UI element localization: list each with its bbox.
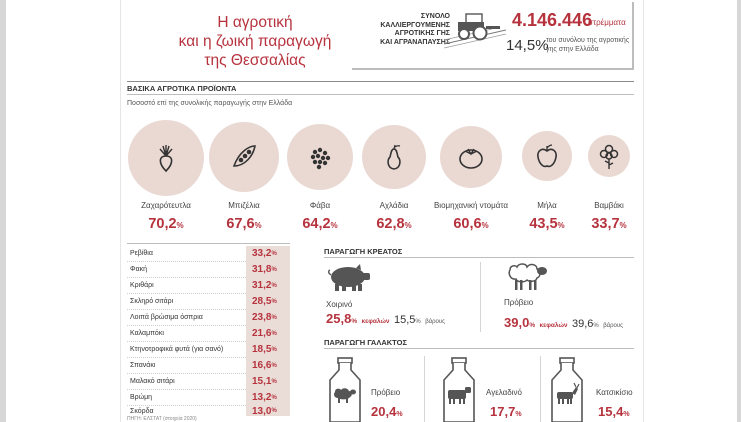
land-share-note: του συνόλου της αγροτικής γης στην Ελλάδ… [546, 37, 630, 53]
table-row: Κριθάρι 31,2% [127, 277, 290, 294]
product-circle [588, 135, 630, 177]
divider [540, 356, 541, 422]
product-label: Αχλάδια [379, 201, 409, 210]
table-top-rule [127, 243, 290, 244]
basic-products-heading: ΒΑΣΙΚΑ ΑΓΡΟΤΙΚΑ ΠΡΟΪΟΝΤΑ [127, 84, 237, 93]
product-value: 43,5% [529, 216, 565, 232]
cultivated-land-label: ΣΥΝΟΛΟ ΚΑΛΛΙΕΡΓΟΥΜΕΝΗΣ ΑΓΡΟΤΙΚΗΣ ΓΗΣ ΚΑΙ… [380, 13, 450, 46]
product-circle [209, 122, 279, 192]
table-row: Σπανάκι 16,6% [127, 357, 290, 374]
pig-icon [327, 264, 370, 291]
milk-label: Πρόβειο [371, 388, 401, 397]
land-share-value: 14,5% [506, 37, 549, 54]
product-circle [522, 131, 572, 181]
meat-values: 25,8% κεφαλών 15,5% βάρους [326, 311, 446, 326]
total-area-value: 4.146.446 [512, 10, 593, 30]
land-stat-box [352, 2, 634, 70]
meat-label: Χοιρινό [326, 300, 353, 309]
source-note: ΠΗΓΗ: ΕΛΣΤΑΤ (στοιχεία 2020) [127, 416, 197, 422]
product-value: 62,8% [376, 216, 412, 232]
table-row: Καλαμπόκι 21,6% [127, 325, 290, 342]
product-label: Μπιζέλια [228, 201, 260, 210]
meat-heading: ΠΑΡΑΓΩΓΗ ΚΡΕΑΤΟΣ [324, 247, 403, 256]
table-row: Κτηνοτροφικά φυτά (για σανό) 18,5% [127, 341, 290, 358]
milk-value: 17,7% [490, 404, 522, 419]
product-value: 64,2% [302, 216, 338, 232]
section-rule [324, 348, 634, 349]
milk-label: Κατσικίσιο [596, 388, 633, 397]
meat-values: 39,0% κεφαλών 39,6% βάρους [504, 315, 624, 330]
sheep-icon [508, 263, 547, 290]
table-row: Φακή 31,8% [127, 261, 290, 278]
product-label: Μήλα [537, 201, 557, 210]
product-circle [362, 125, 426, 189]
product-value: 60,6% [453, 216, 489, 232]
table-row: Λοιπά βρώσιμα όσπρια 23,8% [127, 309, 290, 326]
meat-label: Πρόβειο [504, 298, 534, 307]
pear-icon [387, 144, 401, 170]
milk-heading: ΠΑΡΑΓΩΓΗ ΓΑΛΑΚΤΟΣ [324, 338, 407, 347]
milk-value: 20,4% [371, 404, 403, 419]
product-circle [128, 120, 204, 196]
product-label: Βιομηχανική ντομάτα [433, 201, 509, 210]
product-circle [287, 124, 353, 190]
product-label: Φάβα [309, 201, 331, 210]
section-rule [127, 81, 634, 82]
right-edge [737, 0, 741, 422]
section-rule [127, 94, 634, 95]
divider [480, 262, 481, 332]
product-value: 67,6% [226, 216, 262, 232]
milk-can-cow-icon [443, 357, 475, 422]
table-row: Βρώμη 13,2% [127, 389, 290, 406]
table-row: Σκληρό σιτάρι 28,5% [127, 293, 290, 310]
product-label: Ζαχαρότευτλα [141, 201, 191, 210]
infographic-title: Η αγροτική και η ζωική παραγωγή της Θεσσ… [178, 14, 332, 69]
table-row: Σκόρδα 13,0% [127, 406, 290, 417]
section-rule [324, 257, 634, 258]
product-value: 33,7% [591, 216, 627, 232]
sugar-beet-icon [159, 145, 173, 173]
apple-icon [537, 144, 557, 168]
tractor-icon [444, 13, 506, 49]
product-value: 70,2% [148, 216, 184, 232]
table-row: Ρεβίθια 33,2% [127, 245, 290, 262]
tomato-icon [459, 148, 483, 169]
divider [424, 356, 425, 422]
product-circle [440, 126, 502, 188]
product-label: Βαμβάκι [594, 201, 624, 210]
left-edge [0, 0, 6, 422]
infographic-frame [120, 0, 644, 422]
fava-beans-icon [310, 147, 331, 170]
cotton-icon [599, 144, 619, 169]
total-area-unit: στρέμματα [588, 18, 626, 27]
milk-value: 15,4% [598, 404, 630, 419]
milk-can-sheep-icon [329, 357, 361, 422]
table-row: Μαλακό σιτάρι 15,1% [127, 373, 290, 390]
basic-products-subtitle: Ποσοστό επί της συνολικής παραγωγής στην… [127, 100, 293, 107]
milk-label: Αγελαδινό [486, 388, 522, 397]
milk-can-goat-icon [551, 357, 583, 422]
peas-icon [232, 145, 256, 167]
